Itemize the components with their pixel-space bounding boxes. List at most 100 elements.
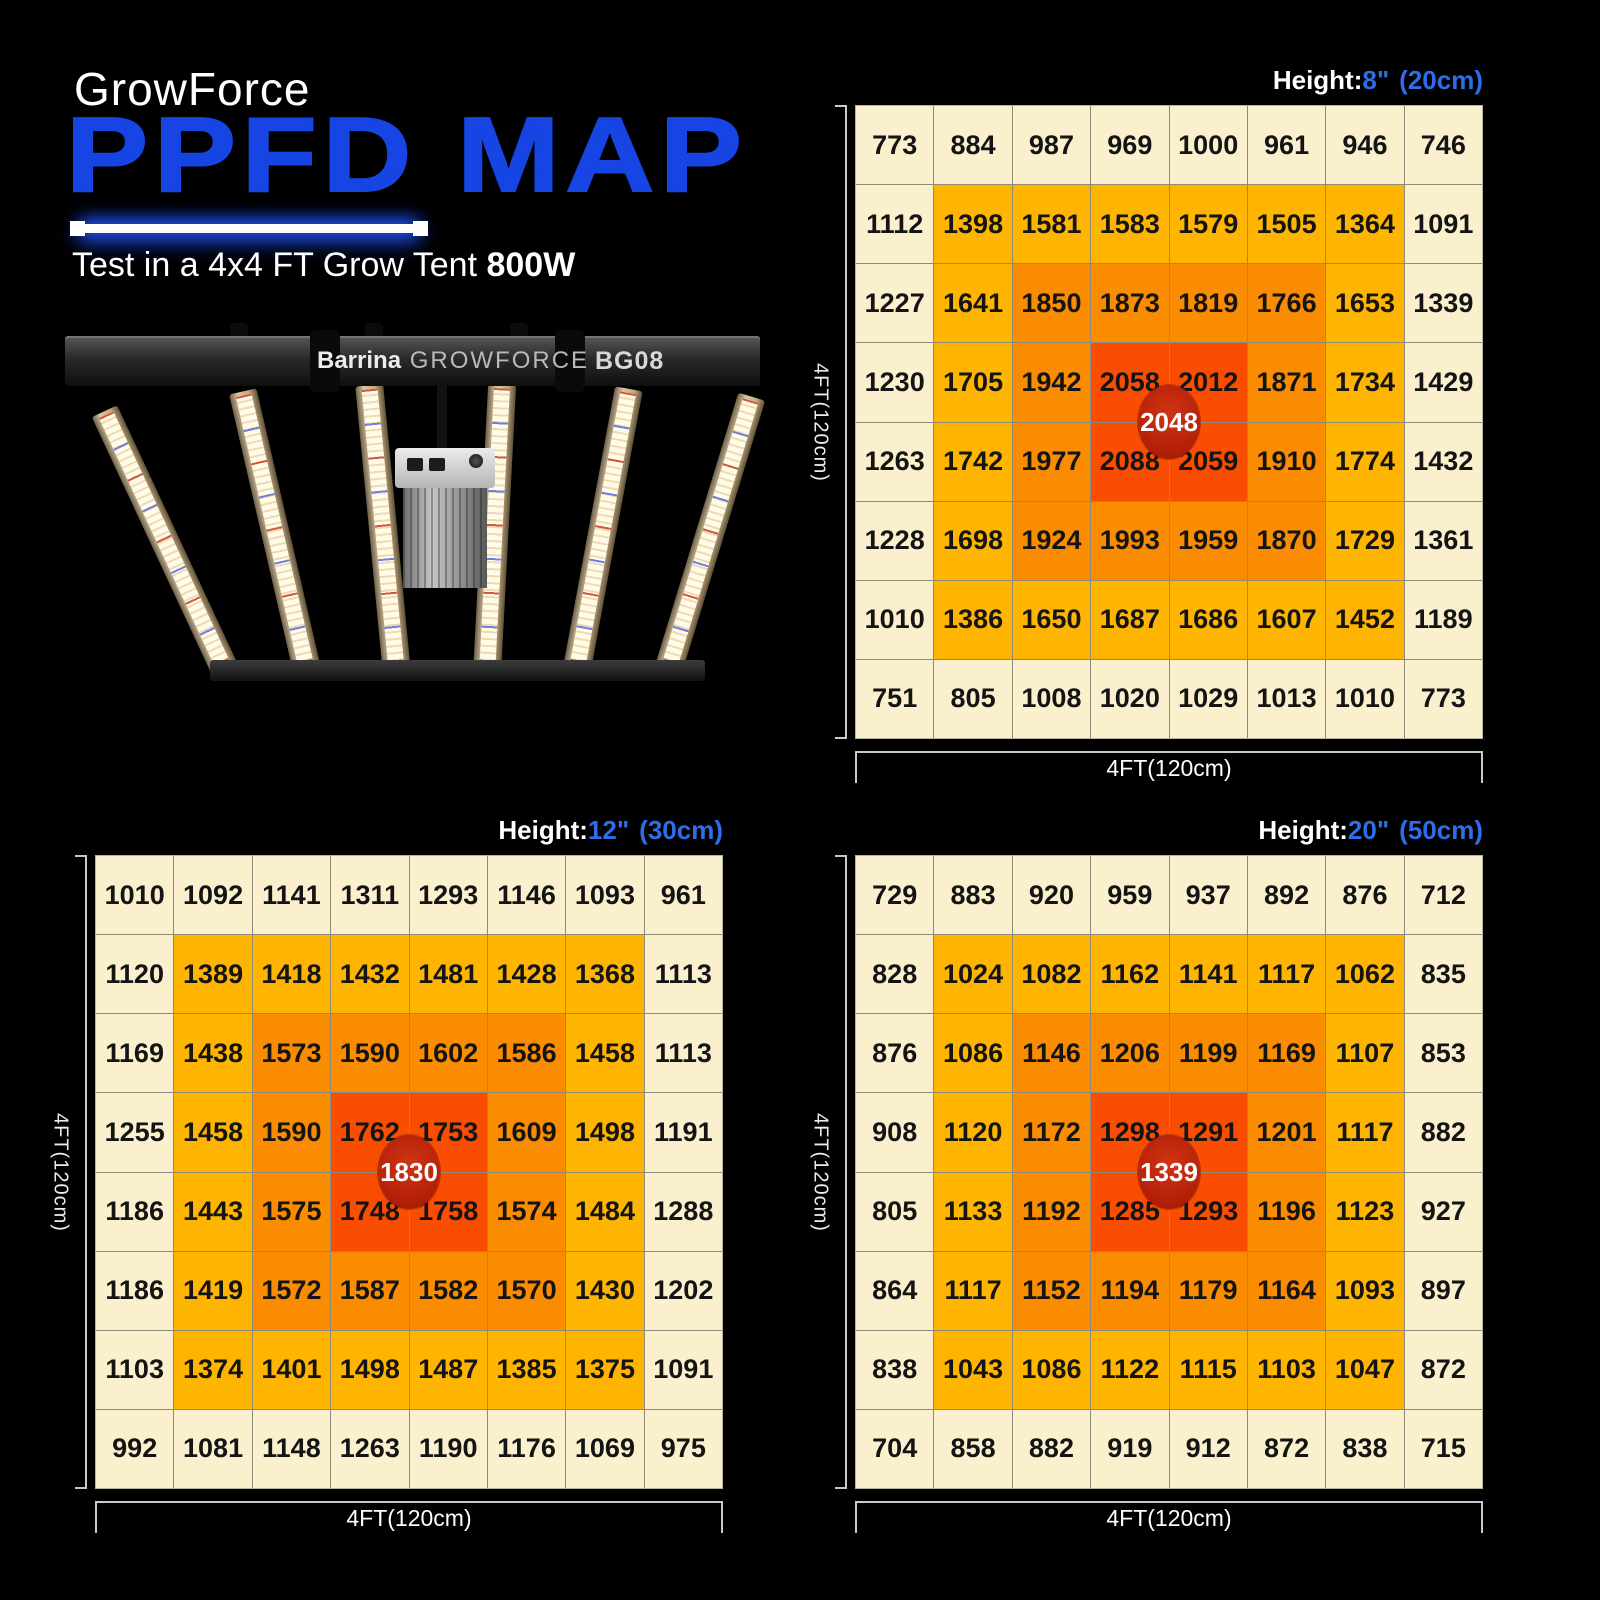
rj-port-icon: [407, 458, 423, 471]
ppfd-cell: 1120: [934, 1093, 1012, 1172]
ppfd-cell: 912: [1169, 1409, 1247, 1488]
ppfd-cell: 1024: [934, 935, 1012, 1014]
ppfd-cell: 1686: [1169, 580, 1247, 659]
y-axis-label: 4FT(120cm): [49, 1112, 72, 1232]
led-strip: [660, 398, 759, 673]
x-axis-bracket: 4FT(120cm): [855, 751, 1483, 783]
ppfd-cell: 920: [1012, 856, 1091, 935]
ppfd-cell: 1429: [1404, 343, 1482, 422]
ppfd-cell: 1230: [856, 343, 934, 422]
rj-port-icon: [429, 458, 445, 471]
ppfd-cell: 1311: [331, 856, 409, 935]
ppfd-cell: 1959: [1169, 501, 1247, 580]
x-axis-label: 4FT(120cm): [1106, 754, 1232, 781]
ppfd-cell: 805: [934, 659, 1012, 738]
ppfd-cell: 1186: [96, 1251, 174, 1330]
driver-heatsink: [403, 488, 487, 588]
ppfd-cell: 1428: [487, 935, 566, 1014]
ppfd-cell: 1766: [1247, 264, 1326, 343]
heatmap-wrap: 773 884 987 969 1000 961 946 746 1112 1398 1581 158…: [855, 105, 1483, 739]
ppfd-cell: 1043: [934, 1330, 1012, 1409]
ppfd-cell: 1186: [96, 1172, 174, 1251]
ppfd-cell: 828: [856, 935, 934, 1014]
subtitle-text: Test in a 4x4 FT Grow Tent: [72, 246, 487, 284]
brand-name: GrowForce: [74, 63, 311, 115]
ppfd-cell: 892: [1247, 856, 1326, 935]
ppfd-cell: 1117: [1247, 935, 1326, 1014]
ppfd-cell: 961: [1247, 106, 1326, 185]
map-height-header: Height: 20" (50cm): [805, 815, 1483, 855]
ppfd-cell: 1010: [856, 580, 934, 659]
ppfd-cell: 1419: [174, 1251, 252, 1330]
ppfd-map-8in: Height: 8" (20cm) 4FT(120cm) 773 884 987 96…: [805, 65, 1483, 785]
center-ppfd-badge: 1339: [1138, 1135, 1200, 1209]
ppfd-cell: 961: [644, 856, 722, 935]
led-bar: [562, 386, 643, 677]
led-strip: [361, 388, 405, 671]
ppfd-cell: 1432: [1404, 422, 1482, 501]
ppfd-cell: 773: [856, 106, 934, 185]
ppfd-cell: 1146: [487, 856, 566, 935]
ppfd-cell: 1364: [1326, 185, 1404, 264]
ppfd-cell: 1575: [252, 1172, 331, 1251]
heatmap-wrap: 729 883 920 959 937 892 876 712 828 1024 1082 1162 1…: [855, 855, 1483, 1489]
ppfd-cell: 1573: [252, 1014, 331, 1093]
ppfd-cell: 1873: [1091, 264, 1169, 343]
ppfd-cell: 1122: [1091, 1330, 1169, 1409]
ppfd-cell: 1288: [644, 1172, 722, 1251]
y-axis-label: 4FT(120cm): [809, 1112, 832, 1232]
ppfd-cell: 1687: [1091, 580, 1169, 659]
ppfd-cell: 919: [1091, 1409, 1169, 1488]
ppfd-cell: 1850: [1012, 264, 1091, 343]
ppfd-cell: 1581: [1012, 185, 1091, 264]
height-label: Height:: [1272, 65, 1363, 95]
height-metric: (50cm): [1399, 815, 1483, 845]
ppfd-cell: 858: [934, 1409, 1012, 1488]
led-bar: [91, 405, 240, 680]
ppfd-cell: 1385: [487, 1330, 566, 1409]
ppfd-cell: 1010: [96, 856, 174, 935]
ppfd-cell: 1942: [1012, 343, 1091, 422]
ppfd-cell: 838: [1326, 1409, 1404, 1488]
ppfd-cell: 1069: [566, 1409, 644, 1488]
y-axis-bracket: [835, 105, 847, 739]
ppfd-cell: 1141: [252, 856, 331, 935]
fixture-brand-label: Barrina GROWFORCE: [317, 347, 589, 375]
center-ppfd-badge: 1830: [378, 1135, 440, 1209]
ppfd-cell: 1107: [1326, 1014, 1404, 1093]
ppfd-cell: 1190: [409, 1409, 487, 1488]
ppfd-cell: 1374: [174, 1330, 252, 1409]
subtitle-wattage: 800W: [486, 246, 576, 284]
ppfd-cell: 1141: [1169, 935, 1247, 1014]
fixture-top-rail: Barrina GROWFORCE BG08: [65, 330, 760, 392]
ppfd-cell: 853: [1404, 1014, 1482, 1093]
ppfd-cell: 1587: [331, 1251, 409, 1330]
ppfd-cell: 1263: [856, 422, 934, 501]
page-title: PPFD MAP: [65, 96, 748, 214]
ppfd-cell: 1572: [252, 1251, 331, 1330]
ppfd-cell: 1398: [934, 185, 1012, 264]
ppfd-cell: 746: [1404, 106, 1482, 185]
ppfd-cell: 1172: [1012, 1093, 1091, 1172]
ppfd-map-20in: Height: 20" (50cm) 4FT(120cm) 729 883 920 9…: [805, 815, 1483, 1535]
ppfd-cell: 1339: [1404, 264, 1482, 343]
grow-light-image: Barrina GROWFORCE BG08: [65, 323, 766, 702]
ppfd-cell: 1169: [1247, 1014, 1326, 1093]
ppfd-cell: 1401: [252, 1330, 331, 1409]
led-strip: [98, 411, 233, 674]
ppfd-cell: 1206: [1091, 1014, 1169, 1093]
ppfd-cell: 1091: [1404, 185, 1482, 264]
ppfd-cell: 1458: [566, 1014, 644, 1093]
ppfd-cell: 1162: [1091, 935, 1169, 1014]
y-axis-label: 4FT(120cm): [809, 362, 832, 482]
driver-hanger: [437, 386, 447, 452]
fixture-brand: Barrina: [317, 347, 402, 374]
ppfd-cell: 1115: [1169, 1330, 1247, 1409]
ppfd-cell: 1582: [409, 1251, 487, 1330]
ppfd-cell: 1086: [934, 1014, 1012, 1093]
ppfd-cell: 704: [856, 1409, 934, 1488]
ppfd-cell: 1227: [856, 264, 934, 343]
ppfd-map-12in: Height: 12" (30cm) 4FT(120cm) 1010 1092 11…: [45, 815, 723, 1535]
hanger-clip-icon: [555, 330, 585, 392]
y-axis: 4FT(120cm): [45, 855, 75, 1489]
